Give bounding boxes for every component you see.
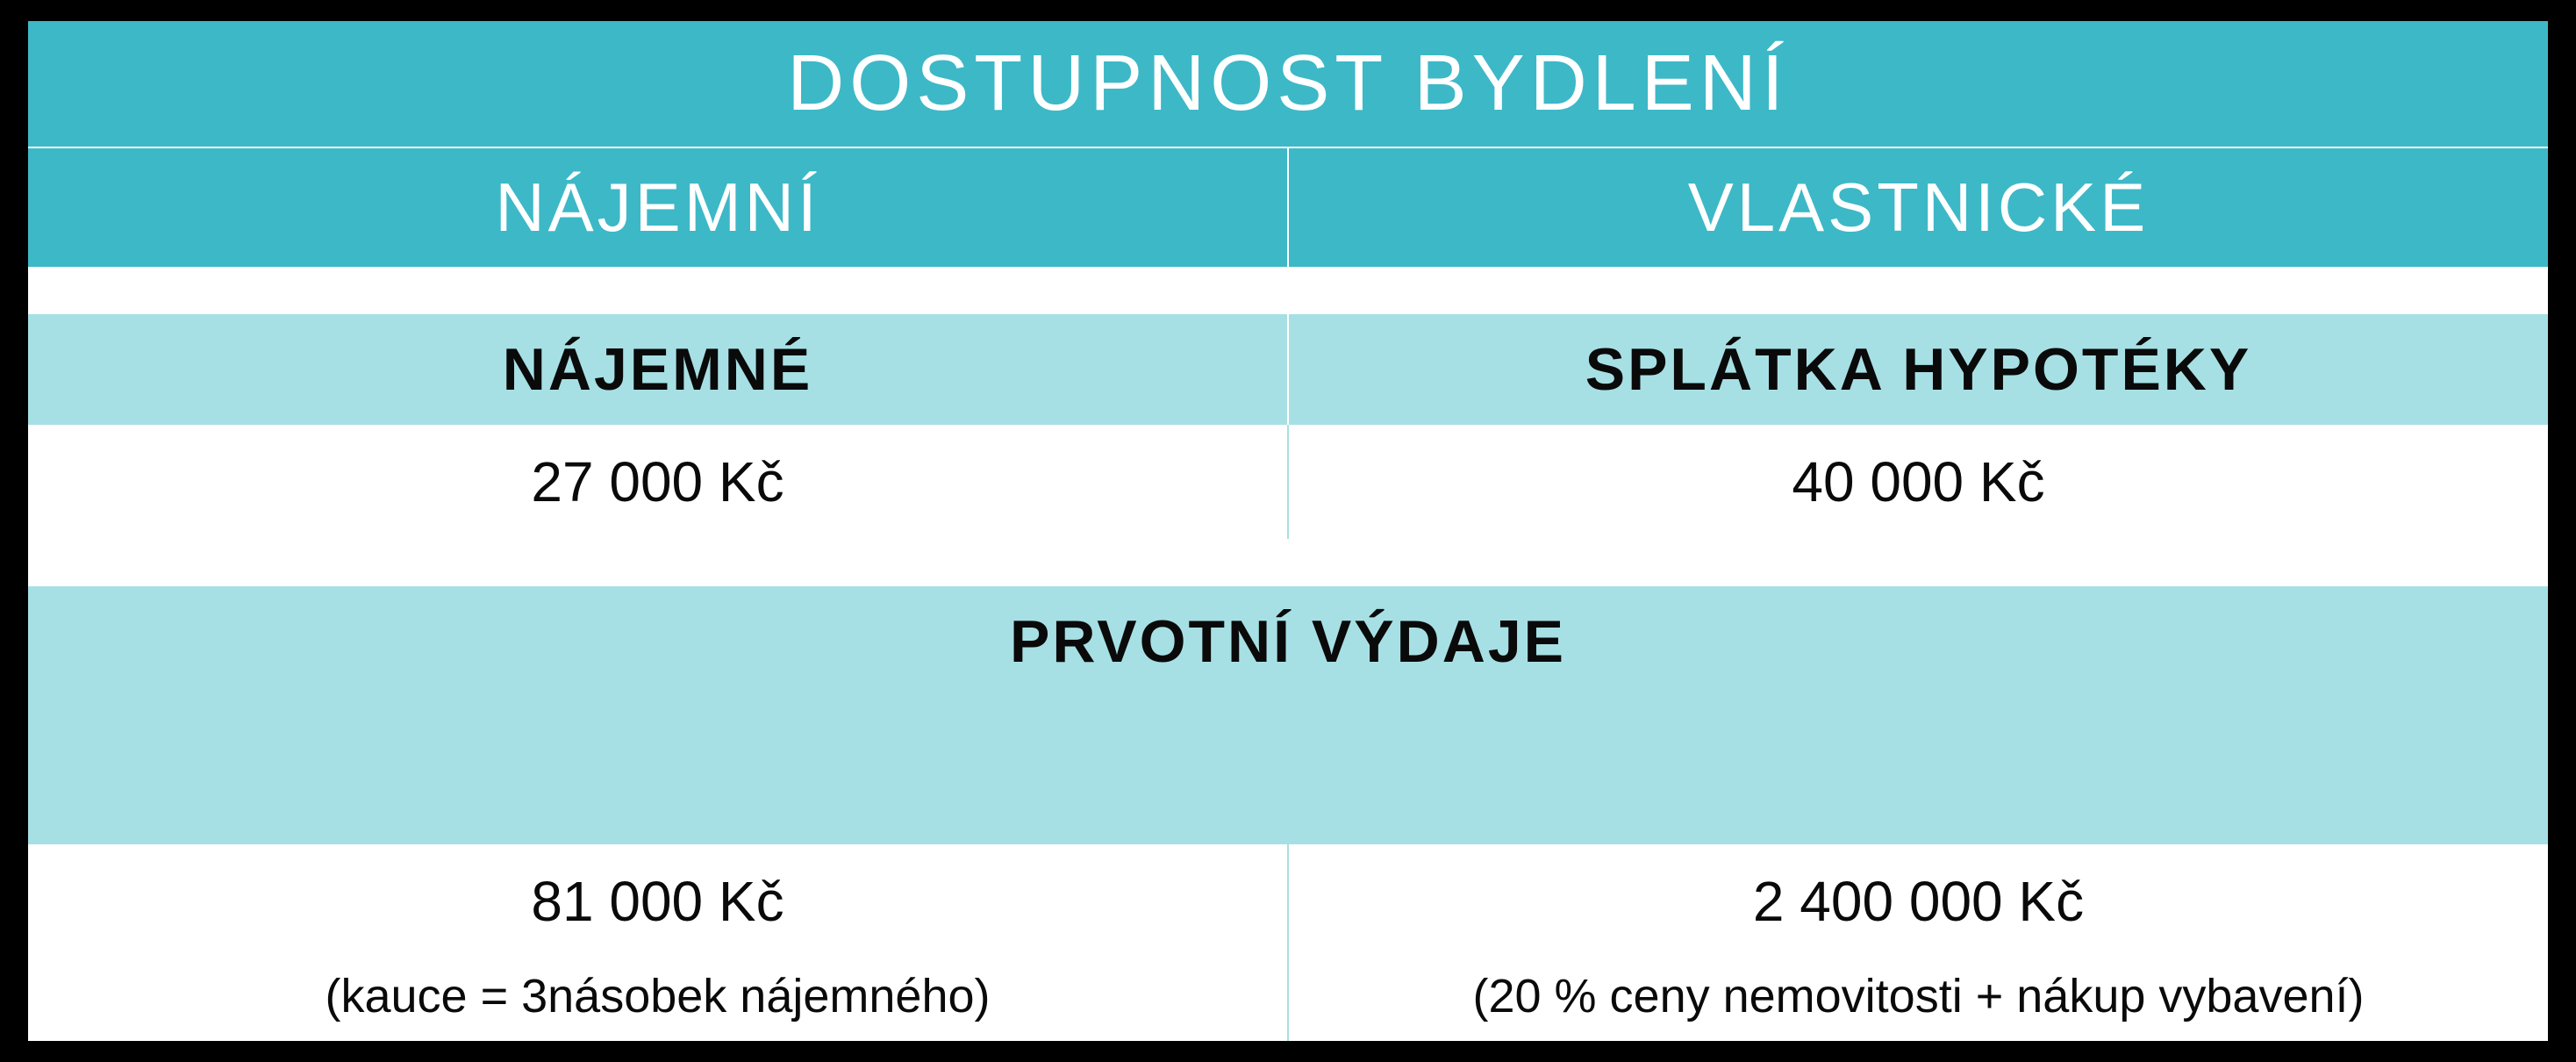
spacer-row (28, 539, 2548, 586)
section2-notes: (kauce = 3násobek nájemného) (20 % ceny … (28, 958, 2548, 1041)
section1-label-right: SPLÁTKA HYPOTÉKY (1289, 314, 2548, 425)
section2-header: PRVOTNÍ VÝDAJE (28, 586, 2548, 844)
comparison-table: DOSTUPNOST BYDLENÍ NÁJEMNÍ VLASTNICKÉ NÁ… (28, 21, 2548, 1041)
section2-values: 81 000 Kč 2 400 000 Kč (28, 844, 2548, 958)
section1-labels: NÁJEMNÉ SPLÁTKA HYPOTÉKY (28, 314, 2548, 425)
section2-value-right: 2 400 000 Kč (1289, 844, 2548, 958)
section2-body: 81 000 Kč 2 400 000 Kč (kauce = 3násobek… (28, 844, 2548, 1041)
section1-values: 27 000 Kč 40 000 Kč (28, 425, 2548, 539)
section1-value-left: 27 000 Kč (28, 425, 1289, 539)
section2-value-left: 81 000 Kč (28, 844, 1289, 958)
column-header-right: VLASTNICKÉ (1289, 148, 2548, 267)
section2-note-left: (kauce = 3násobek nájemného) (28, 958, 1289, 1041)
spacer-row (28, 267, 2548, 314)
section1-value-right: 40 000 Kč (1289, 425, 2548, 539)
table-title: DOSTUPNOST BYDLENÍ (28, 21, 2548, 148)
section2-note-right: (20 % ceny nemovitosti + nákup vybavení) (1289, 958, 2548, 1041)
column-header-left: NÁJEMNÍ (28, 148, 1289, 267)
section1-label-left: NÁJEMNÉ (28, 314, 1289, 425)
column-headers-row: NÁJEMNÍ VLASTNICKÉ (28, 148, 2548, 267)
